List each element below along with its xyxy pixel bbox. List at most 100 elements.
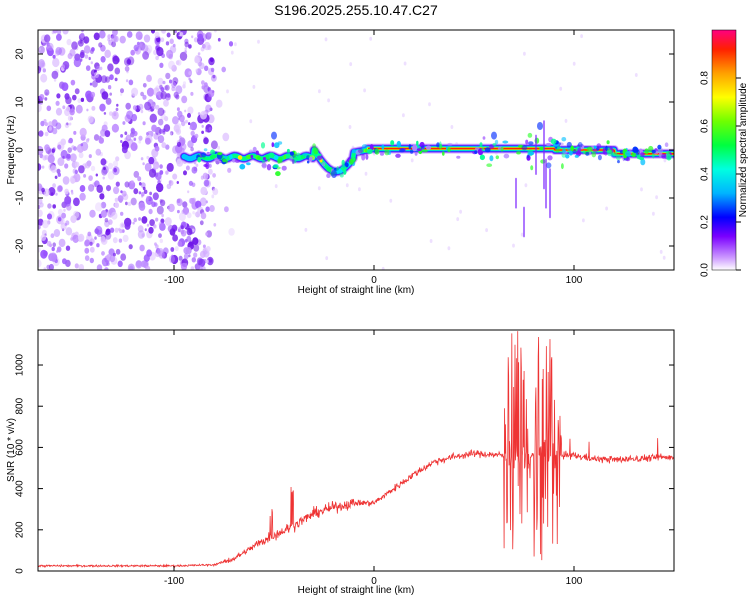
noise-blob bbox=[195, 68, 199, 73]
noise-blob bbox=[90, 61, 94, 65]
y-tick-label: 0 bbox=[15, 568, 26, 574]
sidelobe-blob bbox=[447, 147, 451, 153]
noise-blob bbox=[582, 218, 585, 223]
noise-blob bbox=[114, 77, 118, 82]
noise-blob bbox=[164, 84, 170, 91]
noise-blob bbox=[154, 31, 160, 39]
noise-blob bbox=[52, 127, 58, 135]
noise-blob bbox=[53, 78, 57, 82]
noise-blob bbox=[73, 57, 82, 68]
noise-blob bbox=[104, 49, 111, 58]
noise-blob bbox=[190, 91, 194, 96]
noise-blob bbox=[66, 122, 69, 126]
noise-blob bbox=[138, 139, 142, 144]
sidelobe-blob bbox=[489, 155, 494, 162]
noise-blob bbox=[120, 134, 124, 138]
noise-blob bbox=[58, 238, 66, 248]
sidelobe-blob bbox=[577, 147, 582, 153]
noise-blob bbox=[157, 77, 164, 86]
noise-blob bbox=[148, 208, 153, 215]
noise-blob bbox=[102, 176, 105, 180]
noise-blob bbox=[98, 42, 103, 48]
noise-blob bbox=[159, 199, 163, 203]
noise-blob bbox=[48, 187, 56, 196]
sidelobe-blob bbox=[631, 152, 636, 158]
noise-blob bbox=[38, 259, 42, 268]
noise-blob bbox=[74, 263, 79, 269]
sidelobe-blob bbox=[615, 153, 621, 161]
noise-blob bbox=[175, 123, 182, 130]
noise-blob bbox=[91, 47, 95, 52]
sidelobe-blob bbox=[586, 146, 593, 152]
noise-blob bbox=[40, 249, 48, 259]
carrier-blob bbox=[209, 154, 217, 160]
noise-blob bbox=[222, 132, 230, 142]
noise-blob bbox=[79, 127, 87, 137]
noise-blob bbox=[142, 162, 145, 166]
noise-blob bbox=[169, 255, 175, 264]
noise-blob bbox=[403, 61, 407, 66]
noise-blob bbox=[160, 37, 165, 43]
sidelobe-blob bbox=[381, 144, 385, 150]
sidelobe-blob bbox=[528, 151, 535, 156]
carrier-blob bbox=[229, 154, 233, 160]
noise-blob bbox=[181, 229, 187, 237]
noise-blob bbox=[121, 146, 128, 154]
noise-blob bbox=[161, 213, 164, 218]
noise-blob bbox=[116, 103, 119, 107]
sidelobe-blob bbox=[248, 149, 253, 154]
noise-blob bbox=[188, 122, 191, 126]
sidelobe-blob bbox=[555, 148, 560, 153]
noise-blob bbox=[520, 232, 524, 237]
noise-blob bbox=[77, 233, 85, 242]
noise-blob bbox=[55, 107, 63, 116]
noise-blob bbox=[175, 144, 183, 154]
noise-blob bbox=[62, 258, 67, 265]
noise-blob bbox=[73, 197, 80, 207]
noise-blob bbox=[158, 233, 162, 239]
noise-blob bbox=[48, 126, 52, 131]
noise-blob bbox=[85, 90, 93, 100]
noise-blob bbox=[327, 98, 330, 103]
noise-blob bbox=[127, 201, 132, 207]
noise-blob bbox=[208, 163, 212, 168]
noise-blob bbox=[46, 105, 52, 112]
noise-blob bbox=[90, 165, 96, 172]
sidelobe-blob bbox=[267, 158, 271, 162]
noise-blob bbox=[44, 131, 49, 137]
noise-blob bbox=[179, 51, 188, 61]
noise-blob bbox=[138, 103, 144, 110]
noise-blob bbox=[126, 59, 132, 65]
noise-blob bbox=[176, 141, 182, 147]
noise-blob bbox=[43, 267, 47, 270]
noise-blob bbox=[163, 99, 169, 107]
sidelobe-blob bbox=[486, 163, 493, 167]
noise-blob bbox=[201, 124, 204, 128]
sidelobe-blob bbox=[384, 149, 390, 156]
noise-blob bbox=[61, 82, 69, 91]
spectrogram-y-label: Frequency (Hz) bbox=[6, 116, 17, 185]
y-tick-label: -10 bbox=[15, 190, 26, 205]
noise-blob bbox=[64, 198, 71, 207]
sidelobe-blob bbox=[396, 140, 401, 148]
noise-blob bbox=[128, 244, 133, 250]
noise-blob bbox=[197, 112, 201, 116]
noise-blob bbox=[38, 183, 43, 191]
noise-blob bbox=[159, 199, 166, 207]
noise-blob bbox=[47, 154, 55, 164]
noise-blob bbox=[85, 161, 91, 169]
sidelobe-blob bbox=[425, 145, 432, 150]
noise-blob bbox=[185, 165, 190, 171]
noise-blob bbox=[48, 263, 54, 270]
noise-blob bbox=[55, 46, 62, 56]
sidelobe-blob bbox=[260, 142, 266, 149]
noise-blob bbox=[57, 157, 65, 167]
noise-blob bbox=[190, 130, 195, 137]
noise-blob bbox=[73, 130, 77, 135]
noise-blob bbox=[61, 64, 65, 70]
noise-blob bbox=[101, 124, 108, 132]
noise-blob bbox=[90, 91, 96, 98]
noise-blob bbox=[44, 97, 48, 101]
noise-blob bbox=[655, 195, 658, 200]
noise-blob bbox=[55, 48, 60, 53]
